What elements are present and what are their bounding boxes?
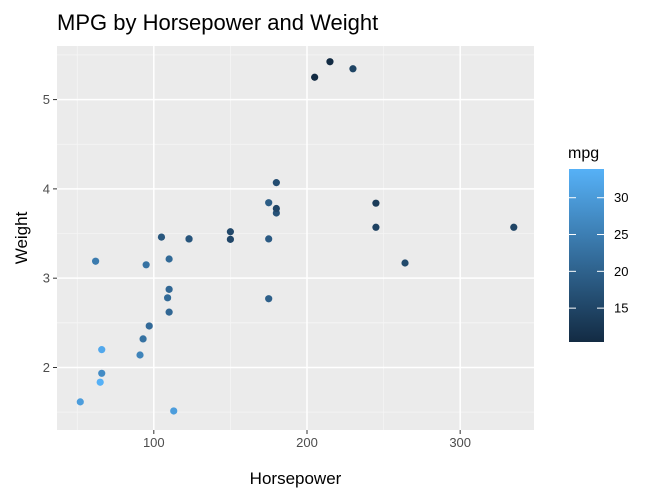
data-point bbox=[157, 233, 166, 241]
chart-title: MPG by Horsepower and Weight bbox=[57, 10, 378, 35]
data-point bbox=[226, 235, 234, 243]
legend-tick-label: 30 bbox=[614, 190, 628, 205]
data-point bbox=[145, 322, 153, 330]
plot-panel bbox=[57, 46, 534, 430]
x-tick-label: 200 bbox=[296, 435, 318, 450]
y-tick-label: 2 bbox=[43, 360, 50, 375]
x-axis-title: Horsepower bbox=[250, 469, 342, 488]
data-point bbox=[165, 308, 173, 316]
legend-tick-label: 20 bbox=[614, 264, 628, 279]
x-tick-label: 300 bbox=[449, 435, 471, 450]
data-point bbox=[349, 65, 357, 73]
x-axis-ticks: 100 200 300 bbox=[143, 430, 471, 450]
major-gridlines bbox=[57, 46, 534, 430]
data-point bbox=[163, 294, 172, 302]
legend-tick-label: 15 bbox=[614, 301, 628, 316]
x-tick-label: 100 bbox=[143, 435, 165, 450]
legend-title: mpg bbox=[568, 145, 599, 162]
data-points bbox=[76, 58, 518, 415]
data-point bbox=[401, 259, 409, 267]
data-point bbox=[265, 295, 273, 303]
data-point bbox=[372, 223, 380, 231]
y-axis-ticks: 2 3 4 5 bbox=[43, 92, 57, 375]
data-point bbox=[165, 285, 173, 293]
y-axis-title: Weight bbox=[12, 211, 31, 264]
data-point bbox=[272, 204, 280, 213]
legend-ticks: 15 20 25 30 bbox=[569, 190, 628, 316]
data-point bbox=[136, 351, 144, 359]
data-point bbox=[265, 235, 273, 243]
data-point bbox=[92, 257, 100, 265]
y-tick-label: 5 bbox=[43, 92, 50, 107]
y-tick-label: 4 bbox=[43, 181, 50, 196]
data-point bbox=[139, 335, 147, 343]
data-point bbox=[272, 179, 280, 187]
data-point bbox=[98, 346, 106, 354]
data-point bbox=[142, 261, 150, 269]
data-point bbox=[98, 369, 106, 377]
legend-tick-label: 25 bbox=[614, 227, 628, 242]
data-point bbox=[510, 223, 518, 231]
color-legend: mpg 15 20 25 30 bbox=[568, 145, 628, 342]
data-point bbox=[326, 58, 334, 66]
data-point bbox=[170, 407, 178, 415]
data-point bbox=[226, 228, 234, 236]
minor-gridlines bbox=[57, 46, 534, 430]
data-point bbox=[76, 398, 84, 406]
data-point bbox=[96, 378, 104, 386]
data-point bbox=[311, 73, 319, 81]
data-point bbox=[185, 235, 193, 243]
legend-colorbar bbox=[569, 169, 604, 342]
data-point bbox=[265, 199, 273, 207]
y-tick-label: 3 bbox=[43, 271, 50, 286]
data-point bbox=[165, 255, 173, 263]
data-point bbox=[372, 199, 380, 207]
